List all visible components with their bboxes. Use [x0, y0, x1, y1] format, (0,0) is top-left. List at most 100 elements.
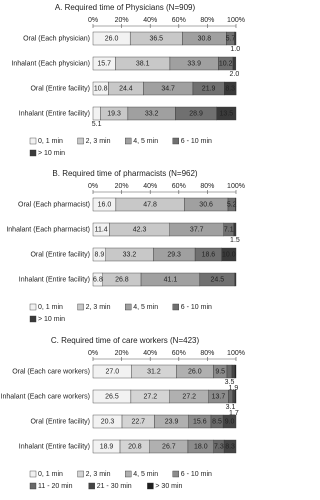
data-label: 18.6 [202, 251, 216, 258]
data-label: 33.2 [145, 110, 159, 117]
legend-label: > 10 min [38, 316, 65, 323]
legend-swatch [29, 303, 37, 311]
data-label: 29.3 [167, 251, 181, 258]
bar-segment [234, 389, 237, 404]
data-label: 41.1 [164, 276, 178, 283]
category-label: Oral (Each physician) [23, 35, 90, 42]
bar-segment [222, 414, 237, 429]
bar-segment [235, 197, 237, 212]
category-label: Inhalant (Each physician) [11, 60, 90, 67]
x-tick-label: 0% [88, 350, 98, 357]
data-label: 26.7 [162, 443, 176, 450]
legend-swatch [29, 470, 37, 478]
bar-segment [226, 364, 233, 379]
data-label: 34.7 [161, 85, 175, 92]
data-label: 9.0 [225, 418, 235, 425]
category-label: Oral (Each pharmacist) [18, 201, 90, 208]
data-label: 22.7 [131, 418, 145, 425]
data-label: 10.8 [94, 85, 108, 92]
data-label: 33.2 [123, 251, 137, 258]
legend-label: 6 - 10 min [181, 471, 212, 478]
data-label: 23.9 [165, 418, 179, 425]
legend-swatch [88, 482, 95, 490]
data-label: 15.6 [193, 418, 207, 425]
data-label: 7.1 [224, 226, 234, 233]
bar-segment [92, 106, 101, 121]
data-label: 20.3 [101, 418, 115, 425]
category-label: Inhalant (Each care workers) [1, 393, 90, 400]
data-label: 26.8 [115, 276, 129, 283]
data-label: 19.3 [107, 110, 121, 117]
category-label: Oral (Each care workers) [12, 368, 90, 375]
data-label: 5.7 [226, 35, 236, 42]
x-tick-label: 0% [88, 17, 98, 24]
bar-segment [232, 56, 237, 71]
x-tick-label: 60% [172, 183, 186, 190]
bar-segment [234, 31, 237, 46]
data-label: 5.1 [92, 121, 102, 128]
data-label: 10.0 [222, 251, 236, 258]
legend-swatch [124, 137, 132, 145]
legend-swatch [29, 315, 37, 323]
data-label: 47.8 [143, 201, 157, 208]
data-label: 31.2 [147, 368, 161, 375]
bar-segment [231, 364, 235, 379]
data-label: 27.2 [182, 393, 196, 400]
data-label: 21.9 [202, 85, 216, 92]
data-label: 28.9 [189, 110, 203, 117]
category-label: Oral (Entire facility) [30, 418, 90, 425]
data-label: 2.0 [230, 71, 240, 78]
bar-segment [223, 439, 237, 454]
x-tick-label: 80% [200, 183, 214, 190]
data-label: 30.6 [199, 201, 213, 208]
data-label: 24.5 [211, 276, 225, 283]
data-label: 10.2 [219, 60, 233, 67]
legend-swatch [124, 303, 132, 311]
x-tick-label: 40% [143, 183, 157, 190]
legend-label: 21 - 30 min [97, 483, 132, 490]
legend-label: 6 - 10 min [181, 304, 212, 311]
legend-label: 6 - 10 min [181, 138, 212, 145]
category-label: Inhalant (Entire facility) [19, 443, 90, 450]
bar-segment [234, 272, 237, 287]
data-label: 18.9 [100, 443, 114, 450]
legend-label: 2, 3 min [86, 471, 111, 478]
data-label: 1.5 [230, 237, 240, 244]
data-label: 1.9 [228, 385, 238, 392]
data-label: 37.7 [190, 226, 204, 233]
bar-segment [233, 222, 237, 237]
x-tick-label: 100% [227, 183, 245, 190]
category-label: Inhalant (Entire facility) [19, 110, 90, 117]
data-label: 8.3 [225, 443, 235, 450]
legend-label: 0, 1 min [38, 471, 63, 478]
data-label: 26.0 [188, 368, 202, 375]
data-label: 6.8 [93, 276, 103, 283]
data-label: 27.2 [144, 393, 158, 400]
legend-swatch [77, 303, 84, 311]
category-label: Oral (Entire facility) [30, 85, 90, 92]
legend-swatch [147, 482, 154, 490]
x-tick-label: 80% [200, 17, 214, 24]
data-label: 3.5 [225, 379, 235, 386]
category-label: Oral (Entire facility) [30, 251, 90, 258]
data-label: 30.8 [198, 35, 212, 42]
chart-title: A. Required time of Physicians (N=909) [55, 3, 196, 12]
legend-swatch [29, 149, 37, 157]
legend-swatch [29, 482, 37, 490]
x-tick-label: 40% [143, 17, 157, 24]
chart-title: C. Required time of care workers (N=423) [51, 336, 200, 345]
data-label: 24.4 [119, 85, 133, 92]
legend-swatch [172, 137, 180, 145]
data-label: 8.3 [225, 85, 235, 92]
x-tick-label: 0% [88, 183, 98, 190]
data-label: 8.9 [94, 251, 104, 258]
data-label: 16.0 [98, 201, 112, 208]
data-label: 7.3 [214, 443, 224, 450]
bar-segment [216, 106, 237, 121]
x-tick-label: 20% [115, 183, 129, 190]
legend-label: 4, 5 min [133, 304, 158, 311]
x-tick-label: 80% [200, 350, 214, 357]
legend-label: > 30 min [155, 483, 182, 490]
figure: A. Required time of Physicians (N=909) 0%… [1, 3, 245, 490]
data-label: 5.2 [227, 201, 237, 208]
